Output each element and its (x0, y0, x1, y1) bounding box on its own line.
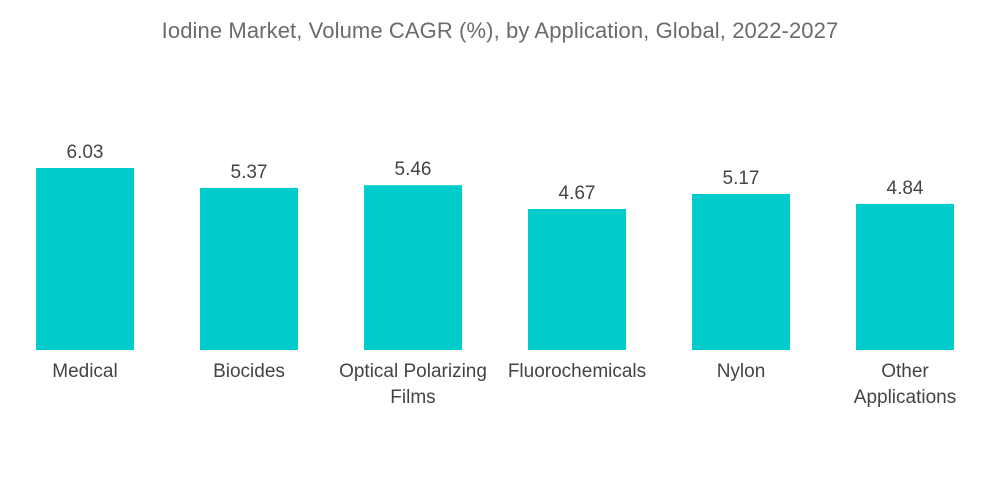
category-label-5-line-0: Other (881, 361, 929, 382)
value-label-1: 5.37 (231, 162, 268, 183)
bar-2 (364, 185, 462, 350)
category-label-5-line-1: Applications (854, 387, 956, 408)
category-label-1: Biocides (213, 361, 285, 382)
bar-0 (36, 168, 134, 350)
value-label-0: 6.03 (67, 142, 104, 163)
chart-title: Iodine Market, Volume CAGR (%), by Appli… (161, 18, 839, 43)
bar-5 (856, 203, 954, 350)
value-label-2: 5.46 (395, 159, 432, 180)
category-label-2-line-0: Optical Polarizing (339, 361, 487, 382)
category-label-4: Nylon (717, 361, 766, 382)
category-label-2-line-1: Films (390, 387, 435, 408)
value-label-5: 4.84 (887, 178, 924, 199)
category-label-0: Medical (52, 361, 117, 382)
bar-1 (200, 187, 298, 350)
value-label-3: 4.67 (559, 183, 596, 204)
bar-4 (692, 194, 790, 350)
bar-3 (528, 209, 626, 350)
category-label-3: Fluorochemicals (508, 361, 646, 382)
value-label-4: 5.17 (723, 168, 760, 189)
